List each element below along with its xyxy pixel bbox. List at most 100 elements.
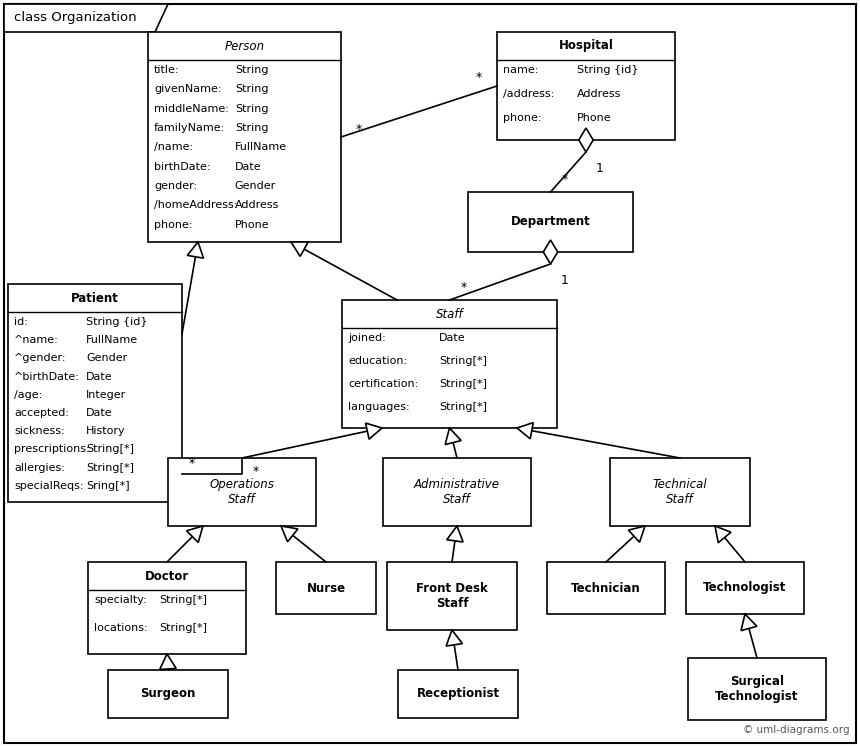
Text: specialty:: specialty: <box>94 595 147 605</box>
Text: specialReqs:: specialReqs: <box>14 481 83 491</box>
Text: Person: Person <box>224 40 265 52</box>
Text: Date: Date <box>86 371 113 382</box>
Text: FullName: FullName <box>86 335 138 345</box>
Text: Administrative
Staff: Administrative Staff <box>414 478 500 506</box>
Text: Technician: Technician <box>571 581 641 595</box>
Text: education:: education: <box>348 356 407 366</box>
Polygon shape <box>366 423 382 439</box>
Polygon shape <box>445 428 461 444</box>
Text: String: String <box>235 65 268 75</box>
Text: /name:: /name: <box>154 143 194 152</box>
Text: 1: 1 <box>596 161 604 175</box>
Polygon shape <box>446 526 463 542</box>
Text: *: * <box>356 123 362 135</box>
Text: *: * <box>562 173 568 187</box>
Text: Technical
Staff: Technical Staff <box>653 478 707 506</box>
Bar <box>168 458 316 526</box>
Text: Date: Date <box>439 333 465 343</box>
Text: phone:: phone: <box>154 220 193 229</box>
Text: String[*]: String[*] <box>159 623 207 633</box>
Text: Integer: Integer <box>86 390 126 400</box>
Text: birthDate:: birthDate: <box>154 161 211 172</box>
Text: String[*]: String[*] <box>439 356 487 366</box>
Text: Surgical
Technologist: Surgical Technologist <box>716 675 799 703</box>
Text: String: String <box>235 84 268 94</box>
Text: class Organization: class Organization <box>14 11 137 25</box>
Text: Phone: Phone <box>577 113 611 123</box>
Bar <box>547 562 665 614</box>
Text: Date: Date <box>235 161 261 172</box>
Bar <box>88 562 246 654</box>
Polygon shape <box>741 614 757 630</box>
Text: middleName:: middleName: <box>154 104 229 114</box>
Text: phone:: phone: <box>503 113 542 123</box>
Text: accepted:: accepted: <box>14 408 69 418</box>
Text: © uml-diagrams.org: © uml-diagrams.org <box>743 725 850 735</box>
Bar <box>468 192 633 252</box>
Text: Hospital: Hospital <box>558 40 613 52</box>
Text: languages:: languages: <box>348 402 409 412</box>
Text: Staff: Staff <box>436 308 464 320</box>
Text: Front Desk
Staff: Front Desk Staff <box>416 582 488 610</box>
Text: familyName:: familyName: <box>154 123 225 133</box>
Bar <box>688 658 826 720</box>
Text: *: * <box>476 72 482 84</box>
Text: Receptionist: Receptionist <box>416 687 500 701</box>
Polygon shape <box>160 654 176 669</box>
Text: Sring[*]: Sring[*] <box>86 481 130 491</box>
Bar <box>610 458 750 526</box>
Text: Technologist: Technologist <box>703 581 787 595</box>
Text: joined:: joined: <box>348 333 386 343</box>
Bar <box>398 670 518 718</box>
Text: FullName: FullName <box>235 143 287 152</box>
Text: ^gender:: ^gender: <box>14 353 66 363</box>
Polygon shape <box>544 240 557 264</box>
Polygon shape <box>187 242 204 258</box>
Text: History: History <box>86 427 126 436</box>
Polygon shape <box>4 4 168 32</box>
Text: locations:: locations: <box>94 623 148 633</box>
Bar <box>108 670 228 718</box>
Text: 1: 1 <box>561 273 568 287</box>
Text: allergies:: allergies: <box>14 462 64 473</box>
Text: *: * <box>189 457 195 471</box>
Text: Department: Department <box>511 215 590 229</box>
Text: certification:: certification: <box>348 379 418 389</box>
Text: Patient: Patient <box>71 291 119 305</box>
Bar <box>387 562 517 630</box>
Text: Date: Date <box>86 408 113 418</box>
Polygon shape <box>579 128 593 152</box>
Text: *: * <box>460 282 467 294</box>
Text: Operations
Staff: Operations Staff <box>210 478 274 506</box>
Text: Doctor: Doctor <box>144 569 189 583</box>
Polygon shape <box>281 526 298 542</box>
Bar <box>148 32 341 242</box>
Text: String[*]: String[*] <box>439 379 487 389</box>
Polygon shape <box>291 242 308 256</box>
Text: String: String <box>235 104 268 114</box>
Text: /age:: /age: <box>14 390 42 400</box>
Bar <box>8 284 182 502</box>
Bar <box>497 32 675 140</box>
Text: Nurse: Nurse <box>306 581 346 595</box>
Text: prescriptions:: prescriptions: <box>14 444 89 454</box>
Text: Surgeon: Surgeon <box>140 687 196 701</box>
Text: name:: name: <box>503 65 538 75</box>
Polygon shape <box>187 526 203 542</box>
Polygon shape <box>629 526 645 542</box>
Text: ^birthDate:: ^birthDate: <box>14 371 80 382</box>
Text: Phone: Phone <box>235 220 269 229</box>
Text: Gender: Gender <box>86 353 127 363</box>
Text: String: String <box>235 123 268 133</box>
Polygon shape <box>715 526 731 543</box>
Text: String {id}: String {id} <box>86 317 148 327</box>
Text: title:: title: <box>154 65 180 75</box>
Text: sickness:: sickness: <box>14 427 64 436</box>
Text: gender:: gender: <box>154 181 197 191</box>
Text: String[*]: String[*] <box>86 444 134 454</box>
Text: String[*]: String[*] <box>439 402 487 412</box>
Text: *: * <box>253 465 259 479</box>
Text: ^name:: ^name: <box>14 335 58 345</box>
Text: String[*]: String[*] <box>86 462 134 473</box>
Text: id:: id: <box>14 317 28 327</box>
